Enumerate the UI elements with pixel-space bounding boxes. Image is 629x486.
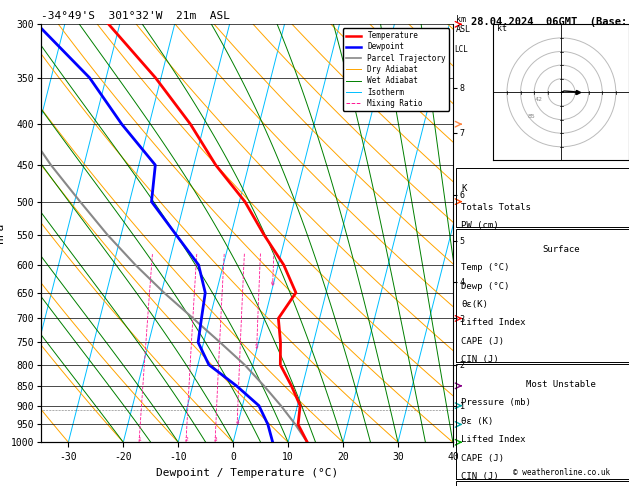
Y-axis label: hPa: hPa: [0, 223, 5, 243]
Text: 42: 42: [535, 97, 542, 102]
Text: 5: 5: [255, 344, 259, 349]
Text: km
ASL: km ASL: [456, 15, 471, 34]
Text: PW (cm): PW (cm): [461, 221, 499, 230]
Text: 6: 6: [270, 281, 274, 286]
Text: Most Unstable: Most Unstable: [526, 380, 596, 389]
Text: Temp (°C): Temp (°C): [461, 263, 509, 272]
Text: 85: 85: [527, 114, 535, 119]
Text: Pressure (mb): Pressure (mb): [461, 398, 531, 407]
Text: CAPE (J): CAPE (J): [461, 453, 504, 463]
Text: Lifted Index: Lifted Index: [461, 318, 526, 328]
Text: kt: kt: [498, 24, 508, 33]
Text: 3: 3: [213, 437, 217, 442]
Legend: Temperature, Dewpoint, Parcel Trajectory, Dry Adiabat, Wet Adiabat, Isotherm, Mi: Temperature, Dewpoint, Parcel Trajectory…: [343, 28, 449, 111]
Text: Dewp (°C): Dewp (°C): [461, 281, 509, 291]
Text: θε (K): θε (K): [461, 417, 493, 426]
Text: 28.04.2024  06GMT  (Base: 18): 28.04.2024 06GMT (Base: 18): [470, 17, 629, 27]
Text: Totals Totals: Totals Totals: [461, 203, 531, 212]
Text: 4: 4: [235, 419, 239, 424]
Text: Lifted Index: Lifted Index: [461, 435, 526, 444]
Text: θε(K): θε(K): [461, 300, 488, 309]
Text: K: K: [461, 184, 467, 193]
X-axis label: Dewpoint / Temperature (°C): Dewpoint / Temperature (°C): [156, 468, 338, 478]
Text: -34°49'S  301°32'W  21m  ASL: -34°49'S 301°32'W 21m ASL: [41, 11, 230, 21]
Text: CAPE (J): CAPE (J): [461, 337, 504, 346]
Text: CIN (J): CIN (J): [461, 355, 499, 364]
Text: CIN (J): CIN (J): [461, 472, 499, 481]
Text: © weatheronline.co.uk: © weatheronline.co.uk: [513, 468, 610, 477]
Text: Surface: Surface: [543, 244, 580, 254]
Text: 1: 1: [137, 437, 141, 442]
Text: 2: 2: [184, 437, 188, 442]
Text: LCL: LCL: [454, 45, 468, 54]
